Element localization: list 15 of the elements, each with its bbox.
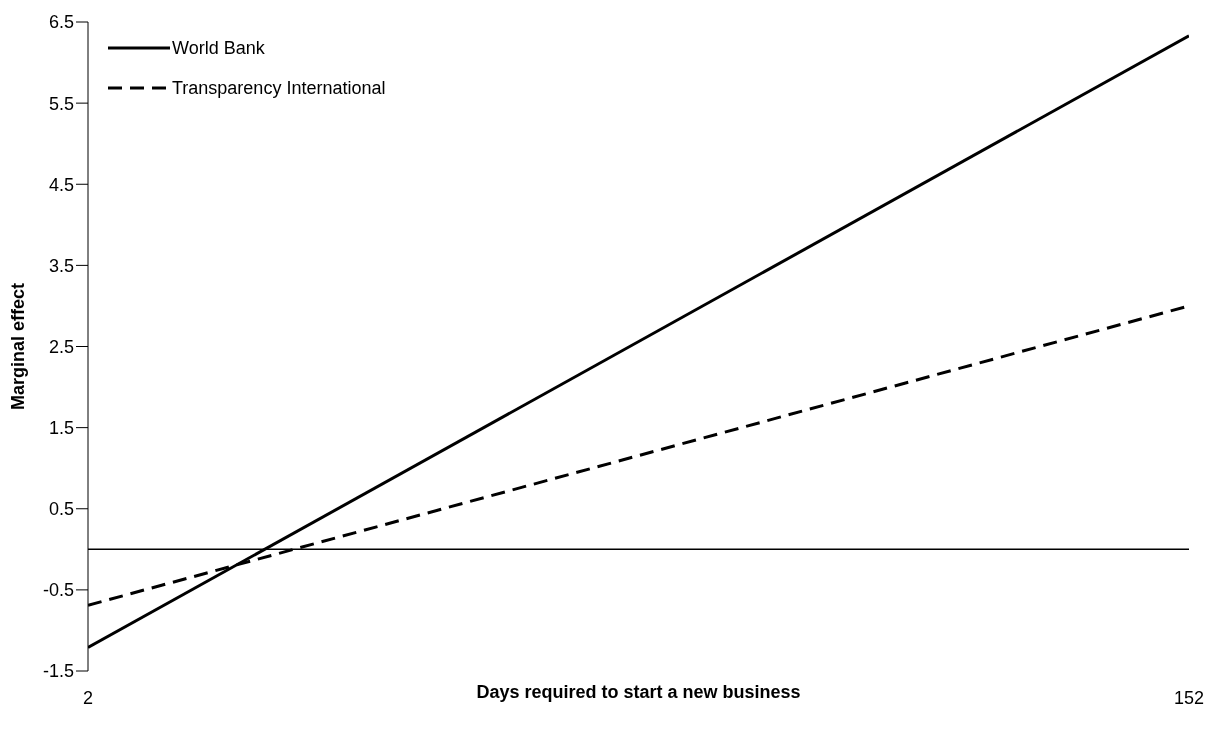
- y-tick-label: 0.5: [48, 499, 74, 520]
- x-tick-label: 152: [1173, 687, 1205, 708]
- legend-label: Transparency International: [172, 77, 386, 100]
- y-tick-label: 4.5: [48, 174, 74, 195]
- y-axis-title: Marginal effect: [8, 282, 29, 411]
- x-axis-title: Days required to start a new business: [476, 681, 801, 702]
- y-tick-label: 2.5: [48, 336, 74, 357]
- y-tick-label: 1.5: [48, 418, 74, 439]
- y-tick-label: 6.5: [48, 12, 74, 33]
- x-tick-label: 2: [82, 687, 94, 708]
- y-tick-label: -0.5: [42, 580, 74, 601]
- y-tick-label: 5.5: [48, 93, 74, 114]
- y-tick-label: -1.5: [42, 661, 74, 682]
- y-tick-label: 3.5: [48, 255, 74, 276]
- legend-label: World Bank: [172, 37, 265, 60]
